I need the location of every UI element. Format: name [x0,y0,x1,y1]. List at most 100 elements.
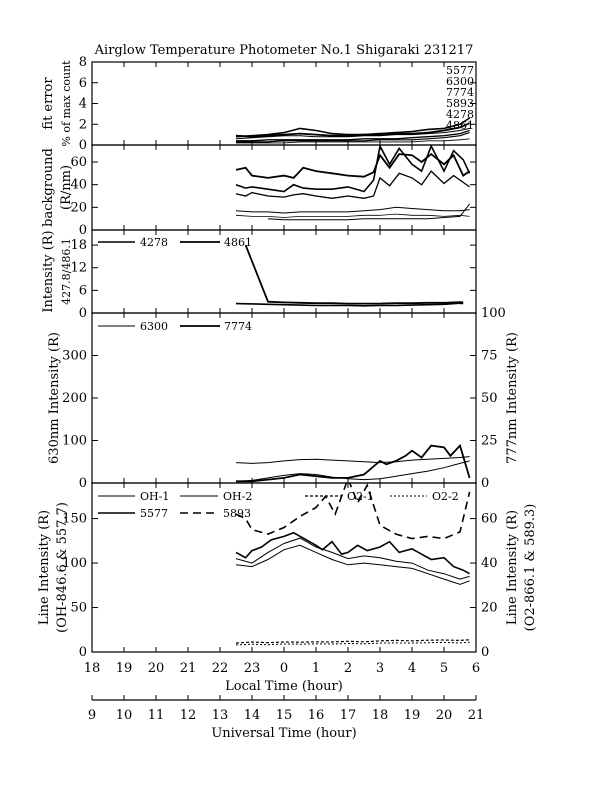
ut-tick-label: 9 [88,708,96,723]
ut-tick-label: 17 [340,708,357,723]
ut-tick-label: 18 [372,708,389,723]
legend-label: 4861 [224,236,252,249]
x-tick-label: 0 [280,661,288,676]
ut-tick-label: 15 [276,708,293,723]
series-group [235,145,471,221]
series-group [235,244,464,307]
series-line-4861 [236,132,470,143]
y-tick-label: 2 [79,117,87,132]
series-line-series-5 [235,213,470,218]
y-tick-label: 300 [62,349,87,364]
y-right-tick-label: 100 [481,306,506,321]
universal-time-axis-label: Universal Time (hour) [211,726,356,741]
legend-label: 4278 [140,236,168,249]
y-tick-label: 0 [79,138,87,153]
series-line-5577 [235,531,470,575]
y-right-tick-label: 60 [481,512,498,527]
y-axis-label: fit error [41,77,56,130]
y-right-tick-label: 0 [481,476,489,491]
ut-tick-label: 12 [180,708,197,723]
x-tick-label: 2 [344,661,352,676]
y-tick-label: 40 [70,178,87,193]
series-line-6300 [235,127,470,140]
panel-fit-error: 0 2 4 6 8 fit error % of max count 557763007774… [41,55,477,153]
ut-tick-label: 10 [116,708,133,723]
series-line-6300 [235,456,470,464]
series-group [235,117,471,144]
y-right-axis-label: 777nm Intensity (R) [505,332,520,464]
series-line-5577 [235,117,471,138]
series-line-series-4 [235,206,470,214]
x-tick-label: 21 [180,661,197,676]
y-tick-label: 4 [79,97,87,112]
series-line-5893 [235,122,470,138]
y-tick-label: 0 [79,223,87,238]
ut-tick-label: 19 [404,708,421,723]
x-tick-label: 23 [244,661,261,676]
panel-frame [91,312,477,484]
series-line-series-3 [235,170,470,199]
series-line-4278 [236,138,470,144]
legend-label: 5577 [140,507,168,520]
legend-label: 7774 [446,86,474,99]
y-axis-label-units: % of max count [60,60,73,147]
local-time-axis-label: Local Time (hour) [225,679,343,694]
y-tick-label: 0 [79,476,87,491]
x-tick-label: 18 [84,661,101,676]
series-line-O2-2 [235,641,470,646]
series-group [235,483,471,646]
panel-background: 0 20 40 60 background (R/nm) [41,144,477,238]
y-tick-label: 12 [70,261,87,276]
series-line-5893 [235,483,471,540]
x-tick-label: 5 [440,661,448,676]
y-right-tick-label: 0 [481,645,489,660]
y-tick-label: 0 [79,645,87,660]
ut-tick-label: 21 [468,708,485,723]
legend-label: 4861 [446,119,474,132]
y-right-tick-label: 50 [481,391,498,406]
y-axis-label: background [41,148,56,227]
legend-label: 5893 [446,97,474,110]
universal-time-axis: 9 10 11 12 13 14 15 16 17 18 19 20 21 [88,695,484,723]
y-tick-label: 0 [79,306,87,321]
ut-tick-label: 14 [244,708,261,723]
y-axis-label-units: (R/nm) [59,165,74,210]
x-tick-label: 19 [116,661,133,676]
y-axis-label-units: 427.8/486.1 [60,238,73,305]
y-tick-label: 6 [79,283,87,298]
y-right-axis-label-units: (O2-866.1 & 589.3) [523,504,538,632]
panel-intensity-4278-4861: 0 6 12 18 Intensity (R) 427.8/486.1 4278 4861 [41,229,477,321]
y-tick-label: 18 [70,238,87,253]
series-line-series-6 [267,203,470,221]
y-axis-label: Intensity (R) [41,230,56,312]
y-tick-label: 8 [79,55,87,70]
ut-tick-label: 13 [212,708,229,723]
legend-label: 6300 [446,75,474,88]
series-line-series-3 [235,460,470,482]
y-right-tick-label: 75 [481,349,498,364]
y-right-tick-label: 40 [481,556,498,571]
x-tick-label: 22 [212,661,229,676]
series-line-4861 [244,244,464,305]
series-line-OH-2 [235,544,470,585]
x-tick-label: 6 [472,661,480,676]
x-tick-label: 1 [312,661,320,676]
y-tick-label: 6 [79,76,87,91]
y-tick-label: 100 [62,556,87,571]
y-axis-label-units: (OH-846.6 & 557.7) [55,502,70,633]
legend-label: 5577 [446,64,474,77]
legend-label: O2-1 [347,490,374,503]
x-tick-label: 4 [408,661,416,676]
ut-tick-label: 16 [308,708,325,723]
y-tick-label: 20 [70,200,87,215]
series-line-series-2 [235,145,471,193]
y-tick-label: 100 [62,434,87,449]
ut-tick-label: 20 [436,708,453,723]
legend-label: 4278 [446,108,474,121]
series-line-O2-1 [235,639,470,644]
series-line-4278 [235,302,464,307]
